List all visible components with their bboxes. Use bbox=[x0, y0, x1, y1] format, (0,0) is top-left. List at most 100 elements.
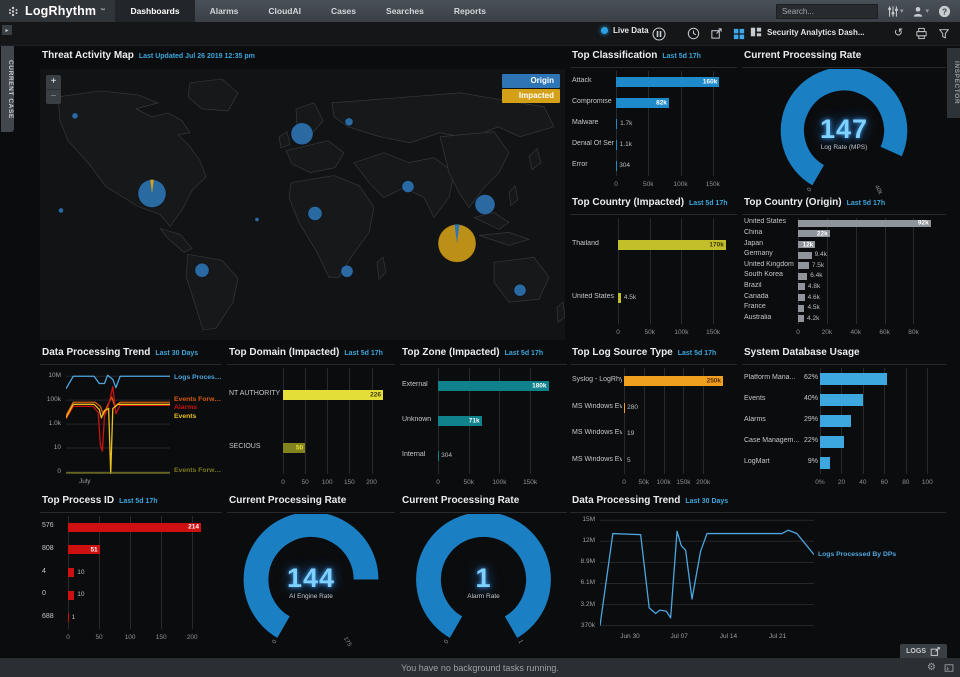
threat-activity-map[interactable]: + − Origin Impacted bbox=[40, 69, 565, 340]
gridline bbox=[499, 368, 501, 474]
ai-engine-rate-gauge[interactable]: 144 AI Engine Rate 0 175 bbox=[227, 514, 395, 648]
live-data-toggle[interactable]: Live Data bbox=[601, 26, 649, 35]
svg-text:?: ? bbox=[942, 6, 947, 16]
map-bubble-origin[interactable] bbox=[401, 180, 415, 193]
tab-dashboards[interactable]: Dashboards bbox=[115, 0, 195, 22]
legend-impacted[interactable]: Impacted bbox=[502, 89, 560, 103]
map-bubble-origin[interactable] bbox=[344, 117, 354, 127]
map-bubble-origin[interactable] bbox=[254, 217, 260, 222]
top-classification-chart[interactable]: Attack Compromise Malware Denial Of Servi..… bbox=[570, 69, 737, 192]
gear-icon[interactable]: ⚙ bbox=[927, 662, 936, 673]
bar-value: 160k bbox=[702, 78, 718, 85]
map-bubble-origin[interactable] bbox=[71, 112, 79, 120]
pop-out-icon bbox=[930, 646, 940, 656]
filter-funnel-icon[interactable] bbox=[936, 26, 951, 41]
x-tick-label: July bbox=[78, 478, 91, 485]
pop-out-icon[interactable] bbox=[709, 26, 724, 41]
time-range-clock-icon[interactable] bbox=[686, 26, 701, 41]
undo-icon[interactable]: ↺ bbox=[893, 27, 904, 39]
top-zone-impacted-chart[interactable]: External Unknown Internal 180k 71k 304 0 50k 100… bbox=[400, 366, 567, 490]
x-tick-label: 50 bbox=[301, 479, 309, 486]
bar-label: Case Managem... 22% bbox=[744, 437, 818, 445]
alarm-rate-gauge[interactable]: 1 Alarm Rate 0 1 bbox=[400, 514, 567, 645]
top-domain-impacted-chart[interactable]: NT AUTHORITY SECIOUS 226 50 0 50 100 150 200 bbox=[227, 366, 395, 490]
y-tick-label: 0 bbox=[57, 467, 61, 475]
preferences-sliders-icon[interactable]: ▾ bbox=[887, 5, 903, 18]
pause-button[interactable] bbox=[651, 26, 666, 41]
logs-tab[interactable]: LOGS bbox=[900, 644, 947, 658]
bar-value: 1.7k bbox=[620, 119, 633, 127]
help-icon[interactable]: ? bbox=[938, 5, 951, 18]
user-menu-icon[interactable]: ▾ bbox=[912, 5, 929, 18]
y-tick-label: 100k bbox=[46, 396, 61, 404]
y-tick-label: 15M bbox=[582, 516, 595, 524]
widget-title: Top Country (Origin) bbox=[744, 197, 842, 208]
top-country-origin-widget: Top Country (Origin) Last 5d 17h United S… bbox=[742, 195, 946, 340]
bar-label: France bbox=[744, 303, 766, 311]
x-tick-label: 50k bbox=[463, 479, 474, 486]
tab-reports[interactable]: Reports bbox=[453, 6, 486, 16]
search-input[interactable]: Search... bbox=[775, 3, 878, 19]
bar bbox=[616, 139, 617, 150]
gridline bbox=[130, 516, 132, 629]
tab-alarms[interactable]: Alarms bbox=[209, 6, 239, 16]
gridline bbox=[643, 368, 645, 474]
data-processing-trend-chart[interactable]: 10M 100k 1.0k 10 0 July Logs Processe... Events… bbox=[40, 366, 222, 490]
print-icon[interactable] bbox=[914, 26, 929, 41]
bar-labels: NT AUTHORITY SECIOUS bbox=[227, 368, 283, 474]
gridline bbox=[327, 368, 329, 474]
zoom-out-button[interactable]: − bbox=[46, 89, 61, 104]
bar-label: United States bbox=[744, 218, 787, 226]
gauge-value: 147 bbox=[819, 113, 869, 144]
data-processing-trend-dps-chart[interactable]: 15M 12M 8.9M 6.1M 3.2M 370k Jun 30 Jul 07 Jul 14… bbox=[570, 514, 946, 645]
top-country-impacted-chart[interactable]: Thailand United States 170k 4.5k 0 50k 100k 150… bbox=[570, 216, 737, 340]
inspector-tab[interactable]: INSPECTOR bbox=[947, 48, 960, 118]
x-tick-label: 200 bbox=[186, 634, 198, 641]
x-tick-label: 150k bbox=[523, 479, 538, 486]
bar-labels: Syslog - LogRhy... MS Windows Ev... MS Win… bbox=[570, 368, 624, 474]
bar-label: Thailand bbox=[572, 239, 599, 247]
x-tick-label: 150k bbox=[676, 479, 691, 486]
top-log-source-type-chart[interactable]: Syslog - LogRhy... MS Windows Ev... MS Win… bbox=[570, 366, 737, 490]
bar-label: South Korea bbox=[744, 271, 783, 279]
map-bubble-origin[interactable] bbox=[513, 283, 527, 297]
live-data-indicator bbox=[601, 27, 608, 34]
top-process-id-chart[interactable]: 576 808 4 0 688 214 51 10 10 1 0 50 100 150 200 bbox=[40, 514, 222, 645]
line-plot bbox=[66, 370, 170, 474]
dashboard-selector[interactable]: Security Analytics Dash... bbox=[750, 26, 865, 38]
map-bubble-origin[interactable] bbox=[307, 206, 323, 221]
gridline bbox=[913, 218, 915, 324]
map-bubble-origin[interactable] bbox=[290, 122, 314, 146]
widget-subtitle: Last 5d 17h bbox=[119, 498, 158, 505]
map-bubble-origin[interactable] bbox=[58, 207, 64, 214]
gauge-arc bbox=[780, 69, 908, 186]
widget-title: Current Processing Rate bbox=[744, 50, 862, 61]
tab-cases[interactable]: Cases bbox=[330, 6, 357, 16]
caret-down-icon: ▾ bbox=[925, 8, 929, 15]
bar bbox=[820, 393, 863, 406]
tab-cloudai[interactable]: CloudAI bbox=[268, 6, 301, 16]
bar-label: 0 bbox=[42, 590, 46, 598]
tab-searches[interactable]: Searches bbox=[386, 6, 424, 16]
expand-panel-icon[interactable]: ▸ bbox=[2, 25, 12, 35]
gridline bbox=[663, 368, 665, 474]
bar-value: 4.6k bbox=[807, 293, 820, 301]
map-bubble-origin[interactable] bbox=[474, 194, 496, 215]
gridline bbox=[305, 368, 307, 474]
bar-value: 214 bbox=[188, 523, 199, 531]
series-logs-processed bbox=[66, 375, 170, 389]
system-database-usage-chart[interactable]: Platform Mana... 62% Events 40% Alarms 29% Cas… bbox=[742, 366, 946, 490]
current-case-tab[interactable]: CURRENT CASE bbox=[1, 46, 14, 132]
console-panel-icon[interactable] bbox=[944, 663, 954, 673]
layout-grid-icon[interactable] bbox=[731, 26, 746, 41]
widget-title: Data Processing Trend bbox=[572, 495, 681, 506]
legend-origin[interactable]: Origin bbox=[502, 74, 560, 88]
top-country-origin-chart[interactable]: United States China Japan Germany United Kin… bbox=[742, 216, 946, 340]
bar-value: 304 bbox=[441, 452, 453, 460]
map-bubble-origin[interactable] bbox=[194, 262, 210, 278]
y-tick-label: 370k bbox=[580, 621, 595, 629]
zoom-in-button[interactable]: + bbox=[50, 76, 57, 87]
bar: 12k bbox=[798, 241, 816, 248]
map-bubble-origin[interactable] bbox=[340, 264, 354, 278]
log-rate-gauge[interactable]: 147 Log Rate (MPS) 0 40k bbox=[742, 69, 946, 195]
